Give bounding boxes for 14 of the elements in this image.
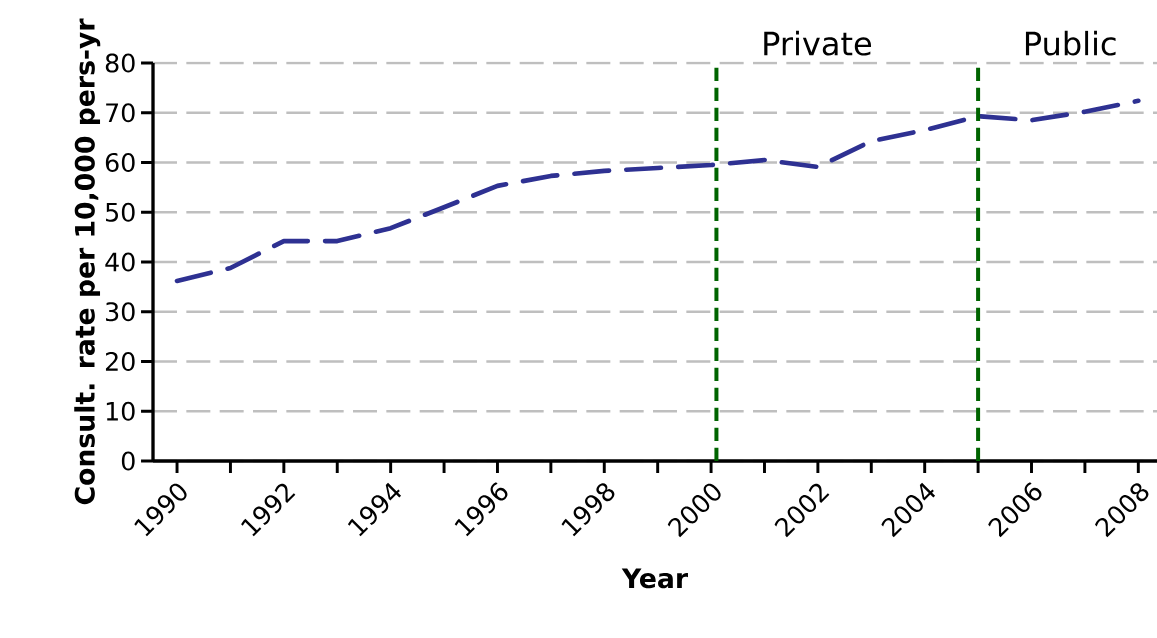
y-tick-label: 0: [121, 451, 135, 471]
x-axis-title: Year: [621, 568, 688, 589]
y-tick-label: 60: [105, 152, 135, 173]
line-series: [174, 98, 1141, 284]
y-tick-label: 10: [106, 401, 135, 421]
y-axis-title: Consult. rate per 10,000 pers-yr: [74, 18, 101, 505]
y-tick-label: 30: [106, 302, 135, 322]
ref-line-label: Public: [1025, 30, 1116, 56]
y-tick-label: 40: [105, 252, 135, 272]
y-tick-label: 70: [106, 103, 135, 123]
y-tick-label: 20: [105, 351, 135, 372]
ref-line-label: Private: [764, 30, 872, 56]
y-tick-label: 50: [106, 202, 135, 222]
y-tick-label: 80: [105, 53, 135, 73]
